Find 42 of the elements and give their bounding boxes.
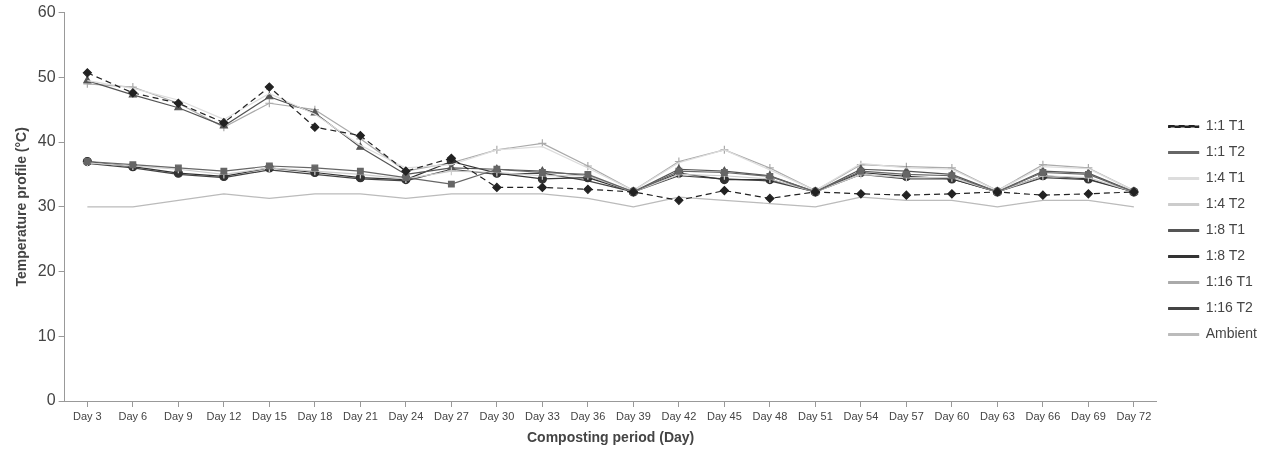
x-tick-label: Day 36: [570, 409, 606, 422]
y-axis-title: Temperature profile (°C): [13, 127, 30, 287]
y-tick-label: 10: [37, 326, 56, 344]
x-tick-label: Day 12: [206, 409, 242, 422]
x-tick-label: Day 39: [615, 409, 651, 422]
legend-label: 1:1 T1: [1205, 117, 1246, 134]
x-tick-label: Day 63: [979, 409, 1015, 422]
x-tick-label: Day 3: [72, 409, 102, 422]
x-tick-label: Day 48: [752, 409, 788, 422]
y-tick-label: 50: [37, 67, 56, 85]
x-tick-label: Day 18: [297, 409, 333, 422]
legend-label: 1:1 T2: [1205, 143, 1246, 160]
y-tick-label: 0: [46, 391, 56, 409]
x-tick-label: Day 15: [251, 409, 287, 422]
x-tick-label: Day 30: [479, 409, 515, 422]
x-tick-label: Day 27: [433, 409, 469, 422]
x-tick-label: Day 54: [843, 409, 879, 422]
x-tick-label: Day 42: [661, 409, 697, 422]
y-tick-label: 40: [37, 132, 56, 150]
x-tick-label: Day 72: [1116, 409, 1152, 422]
x-tick-label: Day 33: [524, 409, 560, 422]
x-tick-label: Day 51: [797, 409, 833, 422]
y-tick-label: 20: [37, 261, 56, 279]
x-tick-label: Day 24: [388, 409, 424, 422]
y-tick-label: 30: [37, 197, 56, 215]
legend-label: 1:4 T1: [1205, 169, 1246, 186]
x-tick-label: Day 9: [163, 409, 193, 422]
x-tick-label: Day 21: [342, 409, 378, 422]
x-tick-label: Day 66: [1025, 409, 1061, 422]
legend-label: 1:16 T1: [1205, 273, 1254, 290]
legend-label: 1:16 T2: [1205, 299, 1254, 316]
legend-label: 1:8 T1: [1205, 221, 1246, 238]
legend-label: 1:4 T2: [1205, 195, 1246, 212]
x-tick-label: Day 69: [1070, 409, 1106, 422]
x-tick-label: Day 45: [706, 409, 742, 422]
x-axis-title: Composting period (Day): [527, 429, 695, 446]
legend-label: 1:8 T2: [1205, 247, 1246, 264]
y-tick-label: 60: [37, 3, 56, 21]
x-tick-label: Day 6: [118, 409, 148, 422]
x-tick-label: Day 57: [888, 409, 924, 422]
legend-label: Ambient: [1205, 325, 1258, 342]
x-tick-label: Day 60: [934, 409, 970, 422]
